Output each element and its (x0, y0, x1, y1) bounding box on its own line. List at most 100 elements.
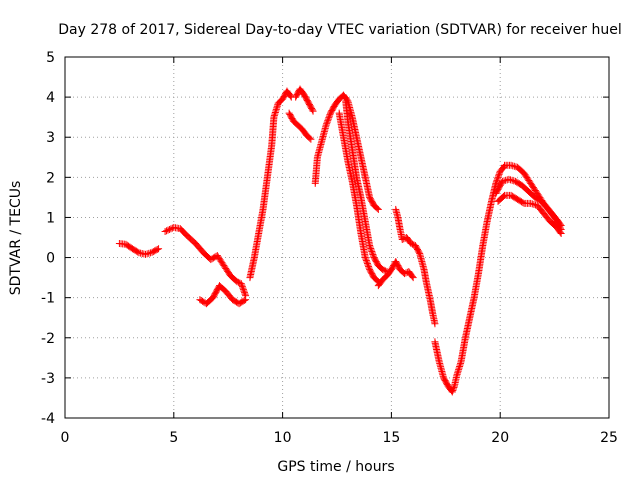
data-point (368, 248, 376, 256)
data-point (408, 240, 416, 248)
data-point (365, 264, 373, 272)
data-point (494, 173, 502, 181)
data-point (308, 106, 316, 114)
data-point (431, 320, 439, 328)
data-point (238, 283, 246, 291)
data-point (510, 177, 518, 185)
data-point (286, 92, 294, 100)
data-point (528, 200, 536, 208)
x-tick-label: 0 (61, 430, 70, 446)
data-point (374, 205, 382, 213)
data-point (368, 249, 376, 257)
data-point (493, 176, 501, 184)
data-point (367, 245, 375, 253)
data-point (379, 266, 387, 274)
data-point (408, 272, 416, 280)
data-point (449, 385, 457, 393)
y-tick-label: 4 (46, 90, 55, 106)
data-point (505, 175, 513, 183)
y-tick-label: 3 (46, 130, 55, 146)
data-point (326, 111, 334, 119)
data-point (142, 250, 150, 258)
data-point (500, 177, 508, 185)
data-point (167, 225, 175, 233)
x-tick-label: 15 (382, 430, 400, 446)
data-point (509, 162, 517, 170)
data-point (449, 386, 457, 394)
data-point (398, 236, 406, 244)
data-point (241, 289, 249, 297)
y-tick-label: -2 (41, 331, 55, 347)
data-point (373, 204, 381, 212)
x-tick-label: 20 (491, 430, 509, 446)
data-point (237, 280, 245, 288)
data-point (557, 229, 565, 237)
data-point (143, 250, 151, 258)
x-tick-label: 5 (169, 430, 178, 446)
data-point (165, 225, 173, 233)
data-point (153, 245, 161, 253)
y-tick-label: 0 (46, 251, 55, 267)
data-point (450, 383, 458, 391)
data-point (362, 257, 370, 265)
data-point (161, 227, 169, 235)
data-point (369, 252, 377, 260)
data-points (115, 85, 565, 396)
data-point (240, 287, 248, 295)
data-point (448, 388, 456, 396)
data-point (306, 134, 314, 142)
data-point (556, 228, 564, 236)
data-point (367, 246, 375, 254)
data-point (239, 284, 247, 292)
data-point (415, 248, 423, 256)
y-tick-label: -3 (41, 371, 55, 387)
data-point (507, 176, 515, 184)
y-axis-ticks: -4 -3 -2 -1 0 1 2 3 4 5 (41, 50, 609, 427)
data-point (325, 112, 333, 120)
x-tick-label: 10 (274, 430, 292, 446)
data-point (366, 242, 374, 250)
data-point (508, 176, 516, 184)
data-point (492, 178, 500, 186)
data-point (241, 290, 249, 298)
data-point (498, 177, 506, 185)
data-point (380, 266, 388, 274)
data-point (530, 200, 538, 208)
data-point (361, 254, 369, 262)
y-tick-label: -1 (41, 291, 55, 307)
data-point (366, 243, 374, 251)
data-point (155, 245, 163, 253)
data-point (134, 248, 142, 256)
y-tick-label: -4 (41, 411, 55, 427)
data-point (369, 251, 377, 259)
data-point (409, 274, 417, 282)
data-point (234, 278, 242, 286)
chart-title: Day 278 of 2017, Sidereal Day-to-day VTE… (58, 22, 621, 38)
data-point (510, 162, 518, 170)
plot-frame (64, 56, 610, 419)
data-point (492, 179, 500, 187)
data-point (527, 199, 535, 207)
data-point (364, 261, 372, 269)
data-point (324, 117, 332, 125)
data-point (400, 270, 408, 278)
data-point (507, 161, 515, 169)
data-point (363, 258, 371, 266)
x-axis-ticks: 0 5 10 15 20 25 (61, 57, 618, 446)
data-point (163, 227, 171, 235)
data-point (145, 249, 153, 257)
data-point (502, 176, 510, 184)
data-point (407, 240, 415, 248)
data-point (323, 120, 331, 128)
y-axis-label: SDTVAR / TECUs (8, 181, 24, 296)
data-point (307, 135, 315, 143)
data-point (365, 263, 373, 271)
x-axis-label: GPS time / hours (277, 459, 394, 475)
data-point (493, 175, 501, 183)
data-point (309, 107, 317, 115)
data-point (242, 296, 250, 304)
data-point (239, 286, 247, 294)
data-point (324, 115, 332, 123)
data-point (146, 249, 154, 257)
